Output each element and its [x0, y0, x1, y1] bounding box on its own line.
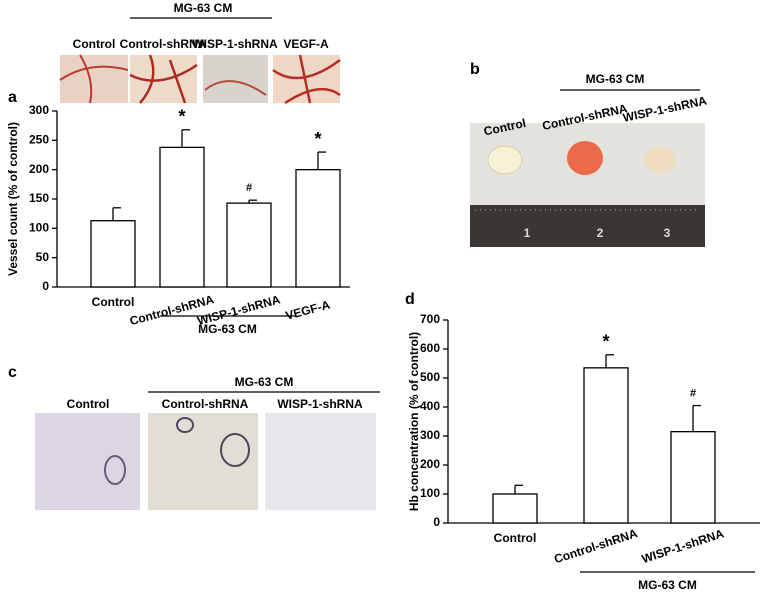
y-tick-label: 600 — [420, 341, 440, 355]
group-label: MG-63 CM — [638, 578, 697, 592]
annotation: # — [690, 387, 696, 399]
y-tick-label: 0 — [433, 515, 440, 529]
bar — [159, 146, 205, 288]
x-tick-label: VEGF-A — [284, 297, 332, 322]
y-tick-label: 400 — [420, 399, 440, 413]
y-tick-label: 700 — [420, 312, 440, 326]
annotation: * — [178, 107, 185, 127]
cam-images — [59, 54, 341, 105]
image-label: VEGF-A — [283, 37, 329, 51]
group-label: MG-63 CM — [586, 72, 645, 86]
group-label: MG-63 CM — [235, 375, 294, 389]
y-tick-label: 250 — [29, 133, 49, 147]
group-label: MG-63 CM — [198, 322, 257, 336]
y-tick-label: 100 — [29, 221, 49, 235]
annotation: # — [246, 182, 252, 194]
histology-images — [35, 413, 376, 510]
panel-letter: a — [8, 89, 17, 106]
y-tick-label: 200 — [420, 457, 440, 471]
image-label: WISP-1-shRNA — [192, 37, 278, 51]
panel-letter: b — [470, 61, 480, 78]
image-label: Control-shRNA — [162, 397, 249, 411]
bar — [492, 493, 538, 524]
bar — [583, 367, 629, 524]
image-label: WISP-1-shRNA — [622, 93, 709, 125]
panel-letter: d — [405, 291, 415, 308]
annotation: * — [602, 332, 609, 352]
y-axis-label: Hb concentration (% of control) — [407, 332, 421, 511]
plug-photo — [470, 123, 705, 247]
panel-letter: c — [8, 364, 17, 381]
image-label: Control — [67, 397, 110, 411]
x-tick-label: Control — [494, 531, 537, 545]
bar — [295, 169, 341, 288]
ruler-number: 3 — [664, 226, 671, 240]
y-tick-label: 500 — [420, 370, 440, 384]
group-label: MG-63 CM — [174, 1, 233, 15]
y-axis-label: Vessel count (% of control) — [6, 122, 20, 276]
y-tick-label: 100 — [420, 486, 440, 500]
ruler-number: 1 — [524, 226, 531, 240]
y-tick-label: 300 — [420, 428, 440, 442]
y-tick-label: 50 — [36, 250, 50, 264]
ruler-number: 2 — [597, 226, 604, 240]
x-tick-label: Control — [92, 295, 135, 309]
bar — [226, 202, 272, 288]
x-tick-label: WISP-1-shRNA — [640, 526, 726, 566]
y-tick-label: 0 — [42, 279, 49, 293]
image-label: Control-shRNA — [120, 37, 207, 51]
y-tick-label: 300 — [29, 103, 49, 117]
image-label: Control — [73, 37, 116, 51]
x-tick-label: Control-shRNA — [552, 526, 639, 566]
annotation: * — [314, 129, 321, 149]
bar — [670, 430, 716, 524]
image-label: WISP-1-shRNA — [277, 397, 363, 411]
bar — [90, 220, 136, 288]
y-tick-label: 200 — [29, 162, 49, 176]
y-tick-label: 150 — [29, 191, 49, 205]
